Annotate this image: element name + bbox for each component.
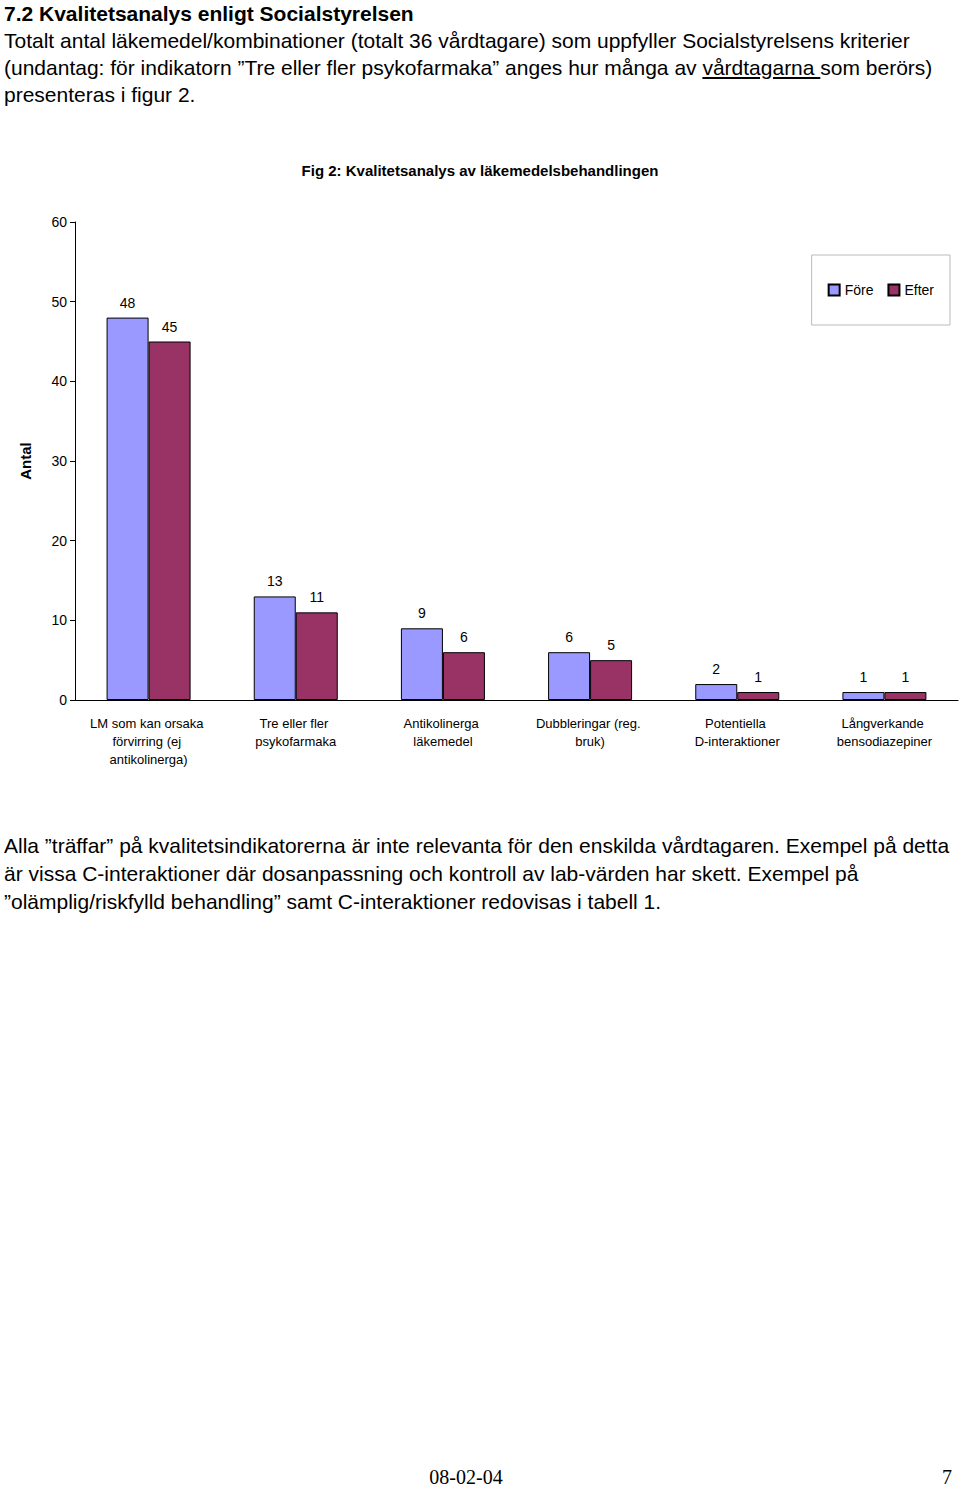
svg-text:Efter: Efter <box>904 282 934 298</box>
svg-text:1: 1 <box>860 669 868 685</box>
svg-text:20: 20 <box>51 533 67 549</box>
svg-text:Antal: Antal <box>17 442 34 480</box>
svg-text:bensodiazepiner: bensodiazepiner <box>837 734 933 749</box>
html-text:7.2 Kvalitetsanalys enligt Soc: 7.2 Kvalitetsanalys enligt Socialstyrels… <box>4 2 414 25</box>
svg-text:60: 60 <box>51 214 67 230</box>
svg-text:9: 9 <box>418 605 426 621</box>
svg-text:Potentiella: Potentiella <box>705 716 769 731</box>
svg-text:50: 50 <box>51 294 67 310</box>
svg-text:Antikolinerga: Antikolinerga <box>404 716 483 731</box>
svg-text:Fig 2: Kvalitetsanalys av läke: Fig 2: Kvalitetsanalys av läkemedelsbeha… <box>302 162 659 179</box>
svg-text:5: 5 <box>607 637 615 653</box>
svg-text:LM som kan orsaka: LM som kan orsaka <box>90 716 207 731</box>
svg-text:6: 6 <box>565 629 573 645</box>
svg-text:48: 48 <box>120 295 136 311</box>
svg-text:Långverkande: Långverkande <box>841 716 927 731</box>
svg-text:40: 40 <box>51 373 67 389</box>
svg-text:10: 10 <box>51 612 67 628</box>
svg-text:1: 1 <box>902 669 910 685</box>
svg-text:Tre eller fler: Tre eller fler <box>260 716 332 731</box>
svg-text:2: 2 <box>712 661 720 677</box>
svg-text:11: 11 <box>309 589 324 605</box>
svg-text:0: 0 <box>59 692 67 708</box>
html-text:Alla ”träffar” på kvalitetsind: Alla ”träffar” på kvalitetsindikatorerna… <box>4 834 950 913</box>
html-text:7: 7 <box>942 1466 952 1487</box>
svg-text:30: 30 <box>51 453 67 469</box>
svg-text:Före: Före <box>845 282 874 298</box>
svg-text:psykofarmaka: psykofarmaka <box>255 734 337 749</box>
svg-text:Dubbleringar (reg.: Dubbleringar (reg. <box>536 716 644 731</box>
svg-text:1: 1 <box>754 669 762 685</box>
html-text:Totalt antal läkemedel/kombina: Totalt antal läkemedel/kombinationer (to… <box>4 29 933 106</box>
svg-text:läkemedel: läkemedel <box>413 734 472 749</box>
svg-text:bruk): bruk) <box>575 734 605 749</box>
svg-text:antikolinerga): antikolinerga) <box>110 752 188 767</box>
html-text:08-02-04: 08-02-04 <box>429 1466 503 1487</box>
svg-text:45: 45 <box>162 319 178 335</box>
svg-text:D-interaktioner: D-interaktioner <box>695 734 781 749</box>
svg-text:förvirring (ej: förvirring (ej <box>112 734 184 749</box>
svg-text:13: 13 <box>267 573 283 589</box>
svg-text:6: 6 <box>460 629 468 645</box>
